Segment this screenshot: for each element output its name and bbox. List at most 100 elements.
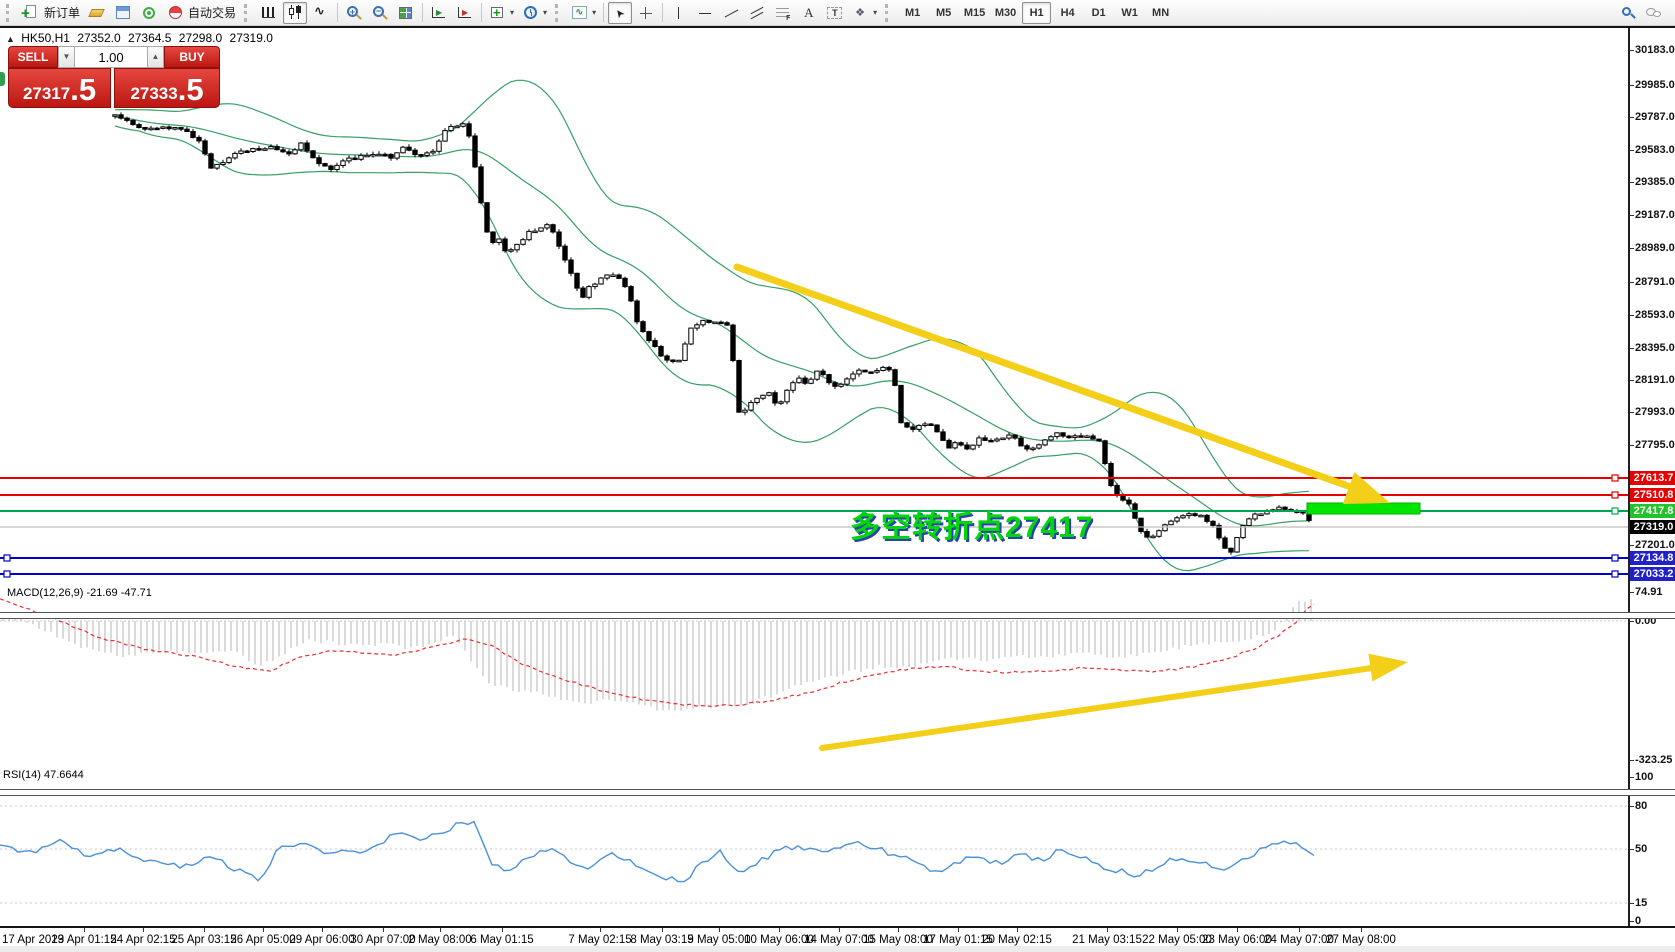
- cursor-button[interactable]: [608, 1, 633, 24]
- axis-price-label: 28191.0: [1635, 374, 1675, 386]
- axis-tick: [1630, 215, 1634, 216]
- axis-tick: [1630, 282, 1634, 283]
- trendline-button[interactable]: [719, 2, 743, 24]
- axis-price-label: 29583.0: [1635, 144, 1675, 156]
- panel-separator[interactable]: [0, 789, 1675, 796]
- time-label: 17 May 01:15: [923, 934, 993, 946]
- line-handle: [1611, 491, 1619, 499]
- line-icon: [312, 5, 330, 21]
- timeframe-M30[interactable]: M30: [994, 6, 1017, 19]
- window-bottom-edge: [0, 946, 1675, 952]
- vertical-line-button[interactable]: [667, 2, 691, 24]
- cursor-icon: [611, 5, 629, 21]
- channel-button[interactable]: [745, 2, 769, 24]
- timeframe-M1[interactable]: M1: [904, 6, 921, 19]
- periods-button[interactable]: ▾: [519, 2, 550, 24]
- downtrend-arrow[interactable]: [733, 263, 1352, 490]
- line-chart-button[interactable]: [309, 2, 333, 24]
- macd-indicator-label: MACD(12,26,9) -21.69 -47.71: [7, 587, 152, 599]
- new-chart-button[interactable]: ▾: [486, 2, 517, 24]
- auto-scroll-button[interactable]: [427, 2, 451, 24]
- chevron-down-icon[interactable]: ▾: [873, 8, 878, 17]
- timeframe-MN[interactable]: MN: [1152, 6, 1170, 19]
- time-tick: [440, 928, 441, 932]
- axis-price-label: 28989.0: [1635, 242, 1675, 254]
- new-order-button[interactable]: 新订单: [19, 2, 83, 24]
- axis-tick: [1630, 806, 1634, 807]
- toolbar-grip[interactable]: [6, 3, 14, 22]
- clipped-icon-fragment: [0, 72, 5, 86]
- sell-button[interactable]: SELL: [8, 46, 58, 68]
- zoom-out-icon: [371, 5, 389, 21]
- axis-price-label: 74.91: [1635, 586, 1663, 598]
- axis-price-label: 27795.0: [1635, 439, 1675, 451]
- price-chart-canvas[interactable]: [0, 28, 1628, 585]
- sell-price-display[interactable]: 27317 .5: [8, 68, 112, 108]
- timeframe-H1[interactable]: H1: [1022, 1, 1052, 24]
- timeframe-M15[interactable]: M15: [963, 6, 986, 19]
- bar-chart-button[interactable]: [257, 2, 281, 24]
- text-button[interactable]: [797, 2, 821, 24]
- buy-price-fraction: .5: [177, 72, 204, 107]
- time-label: 30 Apr 07:00: [350, 934, 416, 946]
- macd-uptrend-arrow[interactable]: [819, 665, 1375, 751]
- buy-price-display[interactable]: 27333 .5: [114, 68, 220, 108]
- market-watch-button[interactable]: [111, 2, 135, 24]
- panel-separator[interactable]: [0, 612, 1675, 619]
- time-label: 26 Apr 05:00: [230, 934, 296, 946]
- timeframe-W1[interactable]: W1: [1121, 6, 1138, 19]
- chart-ohlc-header: ▲ HK50,H1 27352.0 27364.5 27298.0 27319.…: [6, 31, 277, 45]
- toolbar-grip[interactable]: [244, 3, 252, 22]
- tile-windows-button[interactable]: [394, 2, 418, 24]
- crosshair-icon: [637, 5, 655, 21]
- profiles-button[interactable]: [85, 2, 109, 24]
- horizontal-line-button[interactable]: [693, 2, 717, 24]
- volume-input[interactable]: [75, 46, 147, 68]
- shapes-button[interactable]: ▾: [849, 2, 880, 24]
- time-tick: [1017, 928, 1018, 932]
- pivot-annotation-text[interactable]: 多空转折点27417: [850, 511, 1094, 544]
- toolbar-grip[interactable]: [555, 3, 563, 22]
- chat-button[interactable]: [1642, 2, 1666, 24]
- collapse-panel-arrow-icon[interactable]: ▲: [6, 34, 15, 44]
- line-handle: [1611, 474, 1619, 482]
- symbol-label: HK50,H1: [21, 31, 70, 45]
- time-label: 20 May 02:15: [982, 934, 1052, 946]
- zoom-out-button[interactable]: [368, 2, 392, 24]
- vline-icon: [670, 5, 688, 21]
- timeframe-D1[interactable]: D1: [1091, 6, 1106, 19]
- axis-tick: [1630, 150, 1634, 151]
- search-button[interactable]: [1616, 2, 1640, 24]
- autotrading-button[interactable]: 自动交易: [163, 2, 239, 24]
- axis-price-label: 28593.0: [1635, 309, 1675, 321]
- fibonacci-button[interactable]: [771, 2, 795, 24]
- candlestick-button[interactable]: [283, 1, 308, 24]
- buy-button[interactable]: BUY: [164, 46, 220, 68]
- axis-tick: [1630, 921, 1634, 922]
- chevron-down-icon[interactable]: ▾: [592, 8, 597, 17]
- highlight-rectangle[interactable]: [1306, 502, 1421, 515]
- indicator-window-icon: [571, 5, 589, 21]
- chart-shift-button[interactable]: [453, 2, 477, 24]
- chart-window[interactable]: ▲ HK50,H1 27352.0 27364.5 27298.0 27319.…: [0, 28, 1675, 926]
- macd-panel-canvas[interactable]: [0, 585, 1628, 761]
- indicators-button[interactable]: ▾: [568, 2, 599, 24]
- rsi-panel-canvas[interactable]: [0, 767, 1628, 926]
- fibo-icon: [774, 5, 792, 22]
- tile-icon: [397, 5, 415, 21]
- timeframe-M5[interactable]: M5: [935, 6, 952, 19]
- zoom-in-button[interactable]: [342, 2, 366, 24]
- label-button[interactable]: [823, 2, 847, 24]
- crosshair-button[interactable]: [634, 2, 658, 24]
- auto-scroll-icon: [430, 5, 448, 21]
- chevron-down-icon[interactable]: ▾: [510, 8, 515, 17]
- volume-increase-button[interactable]: ▲: [147, 46, 164, 68]
- toolbar-grip[interactable]: [885, 3, 893, 22]
- hline-icon: [696, 5, 714, 21]
- axis-price-label: 50: [1635, 843, 1648, 855]
- chevron-down-icon[interactable]: ▾: [543, 8, 548, 17]
- timeframe-H4[interactable]: H4: [1060, 6, 1075, 19]
- volume-decrease-button[interactable]: ▼: [58, 46, 75, 68]
- price-scale[interactable]: 30183.0 29985.0 29787.0 29583.0 29385.0 29187…: [1628, 28, 1675, 927]
- signals-button[interactable]: [137, 2, 161, 24]
